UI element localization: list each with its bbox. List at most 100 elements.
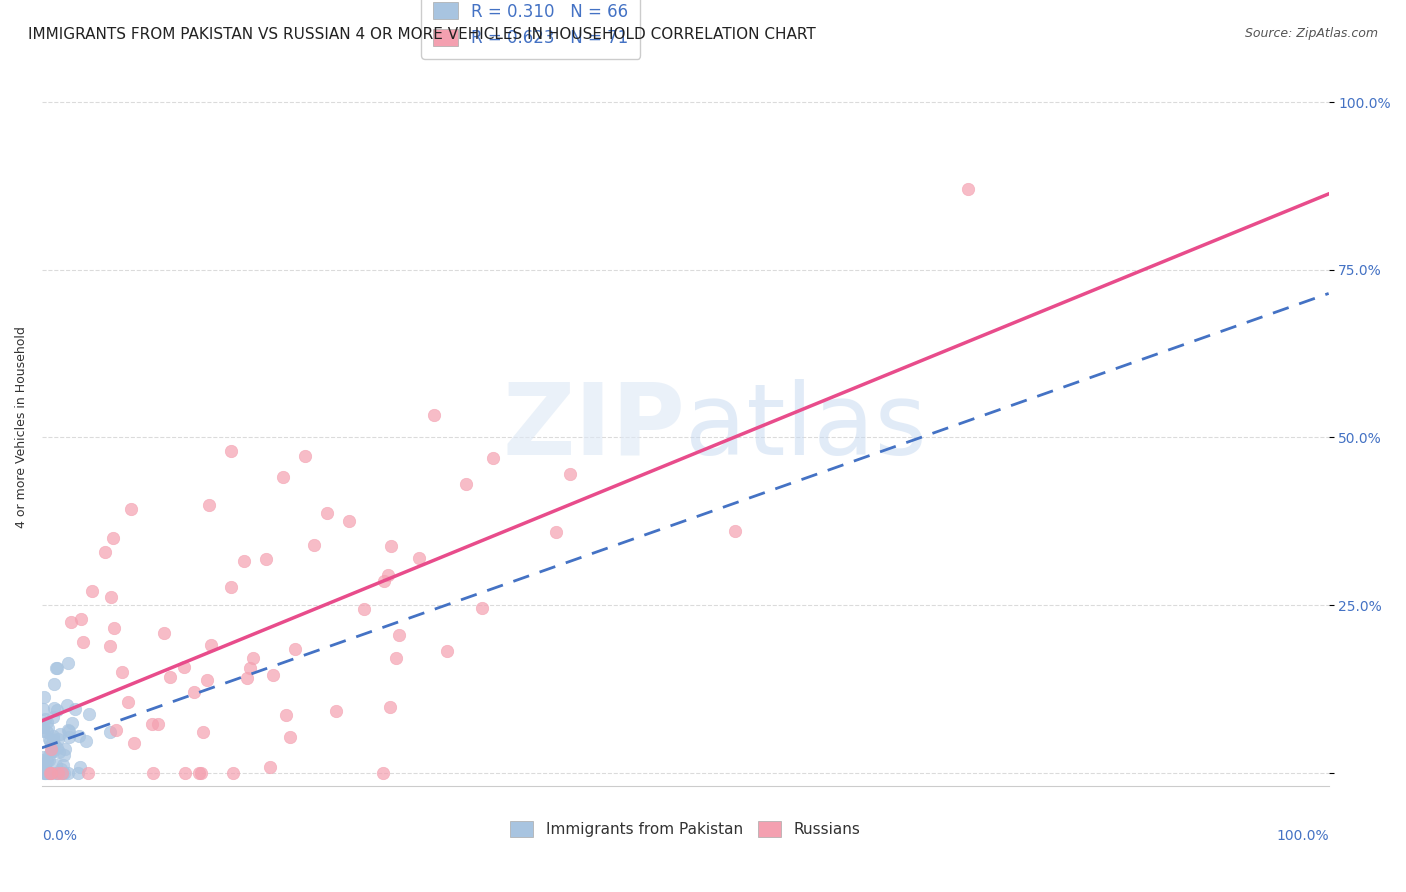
Point <box>51 765 73 780</box>
Point <box>69 760 91 774</box>
Point <box>59 615 82 629</box>
Point <box>32 690 55 705</box>
Point <box>77 706 100 721</box>
Point <box>38 748 60 763</box>
Point <box>353 602 375 616</box>
Point <box>259 760 281 774</box>
Point <box>274 708 297 723</box>
Legend: Immigrants from Pakistan, Russians: Immigrants from Pakistan, Russians <box>505 815 866 843</box>
Point <box>100 591 122 605</box>
Point <box>262 668 284 682</box>
Point <box>42 733 65 747</box>
Point <box>66 765 89 780</box>
Point <box>58 765 80 780</box>
Point <box>39 742 62 756</box>
Point <box>32 762 55 776</box>
Point <box>120 501 142 516</box>
Point <box>546 525 568 540</box>
Point <box>304 538 326 552</box>
Point <box>39 765 62 780</box>
Point <box>42 729 65 743</box>
Point <box>141 717 163 731</box>
Point <box>724 524 747 539</box>
Point <box>101 531 124 545</box>
Point <box>48 745 70 759</box>
Point <box>35 765 58 780</box>
Point <box>38 765 60 780</box>
Point <box>72 634 94 648</box>
Point <box>197 673 219 687</box>
Text: 100.0%: 100.0% <box>1277 830 1329 843</box>
Point <box>284 641 307 656</box>
Point <box>37 724 59 739</box>
Point <box>159 670 181 684</box>
Point <box>52 748 75 763</box>
Point <box>94 545 117 559</box>
Point <box>141 765 163 780</box>
Point <box>46 765 69 780</box>
Text: ZIP: ZIP <box>502 379 685 475</box>
Point <box>42 709 65 723</box>
Point <box>482 450 505 465</box>
Point <box>384 650 406 665</box>
Point <box>80 584 103 599</box>
Point <box>423 408 446 422</box>
Point <box>242 651 264 665</box>
Point <box>325 704 347 718</box>
Point <box>191 724 214 739</box>
Point <box>37 765 59 780</box>
Point <box>190 765 212 780</box>
Point <box>222 765 245 780</box>
Point <box>454 476 477 491</box>
Text: atlas: atlas <box>685 379 927 475</box>
Point <box>45 758 67 772</box>
Point <box>183 685 205 699</box>
Point <box>39 744 62 758</box>
Point <box>219 444 242 458</box>
Text: IMMIGRANTS FROM PAKISTAN VS RUSSIAN 4 OR MORE VEHICLES IN HOUSEHOLD CORRELATION : IMMIGRANTS FROM PAKISTAN VS RUSSIAN 4 OR… <box>28 27 815 42</box>
Point <box>34 712 56 726</box>
Point <box>70 612 93 626</box>
Point <box>32 702 55 716</box>
Point <box>280 730 302 744</box>
Point <box>39 765 62 780</box>
Point <box>60 716 83 731</box>
Point <box>39 738 62 752</box>
Point <box>337 514 360 528</box>
Point <box>239 661 262 675</box>
Point <box>45 660 67 674</box>
Point <box>46 765 69 780</box>
Point <box>51 765 73 780</box>
Point <box>380 700 402 714</box>
Point <box>104 723 127 738</box>
Point <box>37 714 59 729</box>
Point <box>271 470 294 484</box>
Point <box>173 660 195 674</box>
Point <box>63 702 86 716</box>
Point <box>436 643 458 657</box>
Point <box>39 765 62 780</box>
Point <box>373 574 395 588</box>
Point <box>408 551 430 566</box>
Point <box>380 539 402 553</box>
Point <box>32 761 55 775</box>
Point <box>111 665 134 680</box>
Point <box>371 765 394 780</box>
Point <box>124 736 146 750</box>
Point <box>38 753 60 767</box>
Point <box>198 498 221 512</box>
Point <box>45 661 67 675</box>
Point <box>103 621 125 635</box>
Point <box>38 733 60 747</box>
Point <box>34 765 56 780</box>
Point <box>37 722 59 736</box>
Point <box>236 671 259 685</box>
Point <box>148 717 170 731</box>
Point <box>174 765 197 780</box>
Point <box>388 628 411 642</box>
Point <box>957 182 980 196</box>
Point <box>34 765 56 780</box>
Point <box>219 580 242 594</box>
Point <box>45 765 67 780</box>
Text: 0.0%: 0.0% <box>42 830 77 843</box>
